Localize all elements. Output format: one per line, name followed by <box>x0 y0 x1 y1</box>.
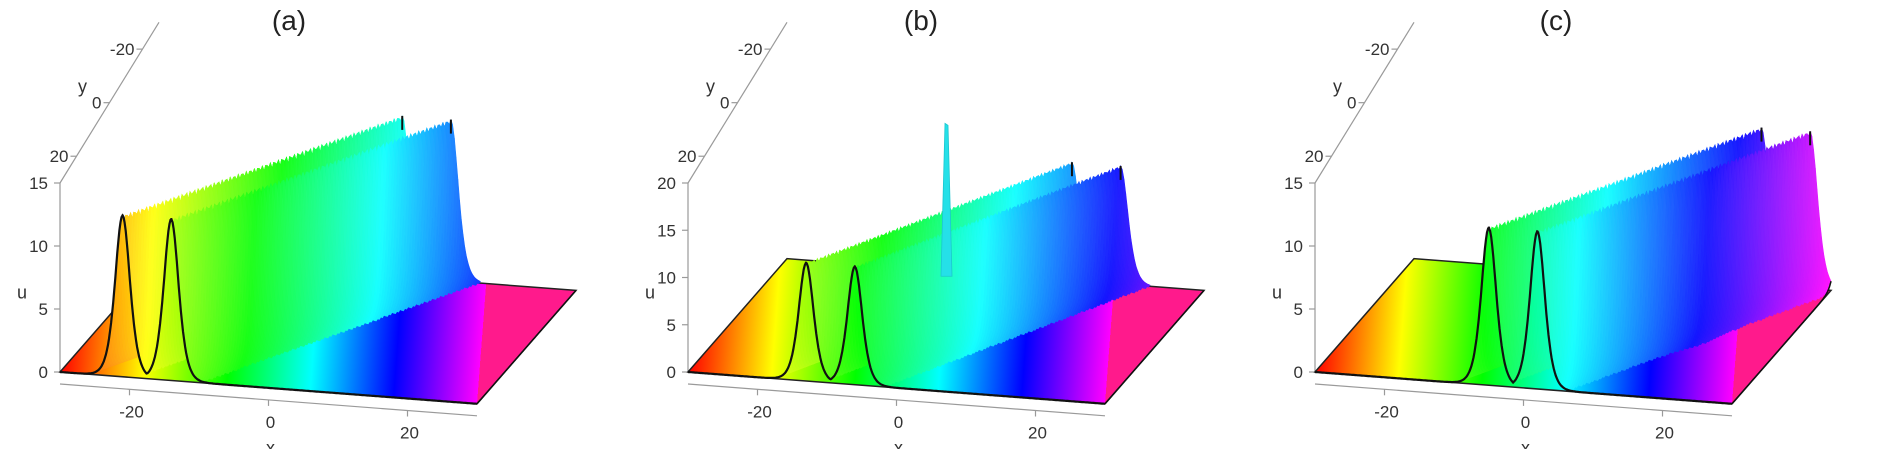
y-tick-label: 20 <box>50 147 69 166</box>
y-tick-label: -20 <box>738 40 763 59</box>
u-tick-label: 10 <box>29 237 48 256</box>
interaction-spike <box>940 122 953 277</box>
peak-marker-1 <box>1536 230 1539 233</box>
u-tick-label: 10 <box>1284 237 1303 256</box>
u-tick-label: 15 <box>29 174 48 193</box>
y-tick-label: 0 <box>1347 94 1356 113</box>
x-tick-label: 0 <box>266 413 275 432</box>
u-tick-label: 5 <box>39 300 48 319</box>
surface-plot: -20 0 20 0 5 10 15 -20 0 20 x u y (a) <box>17 5 578 449</box>
front-edge-profile <box>59 213 478 405</box>
x-tick-label: 20 <box>1028 424 1047 443</box>
u-tick-label: 0 <box>1294 363 1303 382</box>
u-tick-label: 5 <box>1294 300 1303 319</box>
u-tick-label: 15 <box>1284 174 1303 193</box>
surface-plot: -20 0 20 0 5 10 15 -20 0 20 x u y (c) <box>1272 5 1833 449</box>
x-tick-label: -20 <box>119 402 144 421</box>
axes <box>1309 22 1733 417</box>
u-axis-label: u <box>1272 283 1282 303</box>
u-tick-label: 0 <box>667 363 676 382</box>
x-tick-label: -20 <box>747 402 772 421</box>
x-axis-label: x <box>266 438 275 449</box>
panel-c: -20 0 20 0 5 10 15 -20 0 20 x u y (c) <box>1255 0 1883 449</box>
front-edge-profile <box>1314 226 1733 405</box>
u-axis-label: u <box>17 283 27 303</box>
x-tick-label: 0 <box>894 413 903 432</box>
axes <box>682 22 1106 417</box>
y-tick-label: -20 <box>110 40 135 59</box>
y-tick-label: 20 <box>678 147 697 166</box>
x-axis-label: x <box>1521 438 1530 449</box>
peak-marker-1 <box>170 218 173 221</box>
front-edge-profile <box>687 261 1106 405</box>
panel-a: -20 0 20 0 5 10 15 -20 0 20 x u y (a) <box>0 0 628 449</box>
u-tick-label: 0 <box>39 363 48 382</box>
y-tick-label: 20 <box>1305 147 1324 166</box>
y-axis-label: y <box>706 77 715 97</box>
panel-title: (a) <box>272 5 306 36</box>
x-axis-label: x <box>894 438 903 449</box>
surface <box>776 161 1151 387</box>
y-tick-label: 0 <box>720 94 729 113</box>
y-axis-label: y <box>1333 77 1342 97</box>
panel-title: (c) <box>1540 5 1573 36</box>
surface <box>92 115 481 383</box>
u-tick-label: 10 <box>657 269 676 288</box>
peak-marker-0 <box>121 214 124 217</box>
y-tick-label: 0 <box>92 94 101 113</box>
u-tick-label: 15 <box>657 221 676 240</box>
y-tick-label: -20 <box>1365 40 1390 59</box>
x-tick-label: 20 <box>1655 424 1674 443</box>
panel-title: (b) <box>904 5 938 36</box>
peak-marker-0 <box>804 261 808 265</box>
surface <box>1459 127 1832 392</box>
axes <box>54 22 478 417</box>
surface-plot: -20 0 20 0 5 10 15 20 -20 0 20 x u y (b) <box>645 5 1206 449</box>
x-tick-label: -20 <box>1374 402 1399 421</box>
peak-marker-1 <box>853 265 856 268</box>
panel-b: -20 0 20 0 5 10 15 20 -20 0 20 x u y (b) <box>628 0 1256 449</box>
x-tick-label: 0 <box>1521 413 1530 432</box>
peak-marker-0 <box>1487 226 1490 229</box>
u-tick-label: 20 <box>657 174 676 193</box>
y-axis-label: y <box>78 77 87 97</box>
x-tick-label: 20 <box>400 424 419 443</box>
u-tick-label: 5 <box>667 316 676 335</box>
u-axis-label: u <box>645 283 655 303</box>
